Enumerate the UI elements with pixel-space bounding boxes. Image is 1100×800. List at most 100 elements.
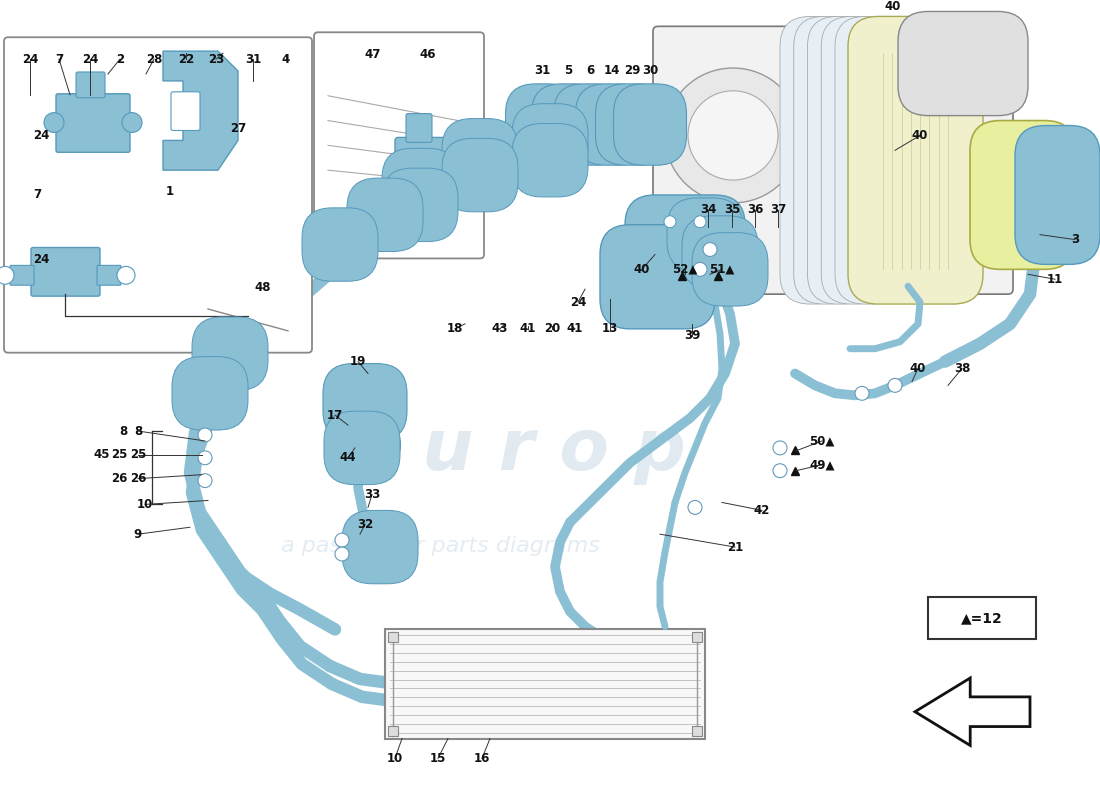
Circle shape: [855, 386, 869, 400]
Text: 38: 38: [954, 362, 970, 375]
Circle shape: [688, 501, 702, 514]
Text: 40: 40: [884, 0, 901, 13]
Text: 6: 6: [586, 65, 594, 78]
Text: 40: 40: [634, 263, 650, 276]
FancyBboxPatch shape: [170, 92, 200, 130]
Text: 7: 7: [33, 189, 41, 202]
Text: 25: 25: [111, 448, 128, 462]
Bar: [692, 632, 702, 642]
FancyBboxPatch shape: [406, 114, 432, 142]
Polygon shape: [915, 678, 1030, 746]
Circle shape: [346, 427, 383, 462]
FancyBboxPatch shape: [382, 148, 458, 222]
FancyBboxPatch shape: [442, 118, 518, 192]
Text: 18: 18: [447, 322, 463, 335]
Text: 7: 7: [55, 53, 63, 66]
Text: 37: 37: [770, 203, 786, 216]
FancyBboxPatch shape: [76, 72, 104, 98]
Bar: [385, 630, 705, 738]
Bar: [388, 726, 398, 735]
Text: 10: 10: [387, 752, 403, 765]
Text: e u r o p: e u r o p: [348, 416, 686, 486]
Text: 8: 8: [134, 425, 142, 438]
FancyBboxPatch shape: [531, 84, 605, 165]
FancyBboxPatch shape: [692, 233, 768, 306]
Text: 49▲: 49▲: [810, 458, 835, 471]
Text: 24: 24: [33, 129, 50, 142]
FancyBboxPatch shape: [324, 411, 400, 485]
Text: a passion for parts diagrams: a passion for parts diagrams: [280, 536, 600, 556]
FancyBboxPatch shape: [653, 26, 1013, 294]
Text: 3: 3: [1071, 233, 1079, 246]
FancyBboxPatch shape: [625, 195, 745, 304]
Circle shape: [336, 547, 349, 561]
FancyBboxPatch shape: [512, 104, 588, 177]
Text: 46: 46: [420, 48, 437, 61]
FancyBboxPatch shape: [4, 38, 312, 353]
FancyBboxPatch shape: [822, 17, 888, 304]
FancyBboxPatch shape: [780, 17, 846, 304]
Text: 24: 24: [33, 253, 50, 266]
Circle shape: [198, 428, 212, 442]
Text: 47: 47: [365, 48, 382, 61]
Polygon shape: [163, 51, 238, 170]
FancyBboxPatch shape: [600, 225, 715, 329]
Text: 8: 8: [120, 425, 128, 438]
FancyBboxPatch shape: [302, 208, 378, 282]
Text: 31: 31: [245, 53, 261, 66]
FancyBboxPatch shape: [512, 123, 588, 197]
FancyBboxPatch shape: [10, 266, 34, 286]
Text: 19: 19: [350, 355, 366, 368]
Text: 42: 42: [754, 504, 770, 517]
Text: 9: 9: [134, 528, 142, 541]
Circle shape: [330, 410, 400, 480]
Text: 39: 39: [684, 330, 701, 342]
Text: 26: 26: [130, 472, 146, 485]
Circle shape: [336, 533, 349, 547]
FancyBboxPatch shape: [97, 266, 121, 286]
Circle shape: [693, 262, 707, 276]
Circle shape: [703, 242, 717, 257]
FancyBboxPatch shape: [442, 138, 518, 212]
FancyBboxPatch shape: [172, 357, 248, 430]
Text: 25: 25: [130, 448, 146, 462]
FancyBboxPatch shape: [342, 510, 418, 584]
Bar: [692, 726, 702, 735]
Text: 21: 21: [727, 541, 744, 554]
FancyBboxPatch shape: [898, 11, 1028, 116]
FancyBboxPatch shape: [595, 84, 669, 165]
Circle shape: [688, 91, 778, 180]
Text: 40: 40: [912, 129, 928, 142]
Text: 14: 14: [604, 65, 620, 78]
Text: 4: 4: [282, 53, 290, 66]
Circle shape: [44, 113, 64, 133]
Text: 24: 24: [81, 53, 98, 66]
Circle shape: [666, 68, 801, 203]
Text: 34: 34: [700, 203, 716, 216]
FancyBboxPatch shape: [667, 198, 743, 271]
Text: 45: 45: [94, 448, 110, 462]
FancyBboxPatch shape: [553, 84, 627, 165]
Text: 10: 10: [136, 498, 153, 511]
Circle shape: [694, 216, 706, 228]
FancyBboxPatch shape: [614, 84, 686, 165]
Text: 11: 11: [1047, 273, 1063, 286]
Circle shape: [198, 474, 212, 487]
FancyBboxPatch shape: [382, 168, 458, 242]
Text: 15: 15: [430, 752, 447, 765]
FancyBboxPatch shape: [835, 17, 901, 304]
Circle shape: [888, 378, 902, 392]
FancyBboxPatch shape: [848, 17, 983, 304]
Text: ▲=12: ▲=12: [961, 611, 1002, 626]
Text: 41: 41: [566, 322, 583, 335]
Text: 52▲: 52▲: [672, 263, 697, 276]
Bar: [388, 632, 398, 642]
Text: 13: 13: [602, 322, 618, 335]
FancyBboxPatch shape: [794, 17, 860, 304]
FancyBboxPatch shape: [807, 17, 873, 304]
Text: 33: 33: [364, 488, 381, 501]
Text: 29: 29: [624, 65, 640, 78]
FancyBboxPatch shape: [192, 317, 268, 390]
Text: 24: 24: [570, 295, 586, 309]
Text: 31: 31: [534, 65, 550, 78]
